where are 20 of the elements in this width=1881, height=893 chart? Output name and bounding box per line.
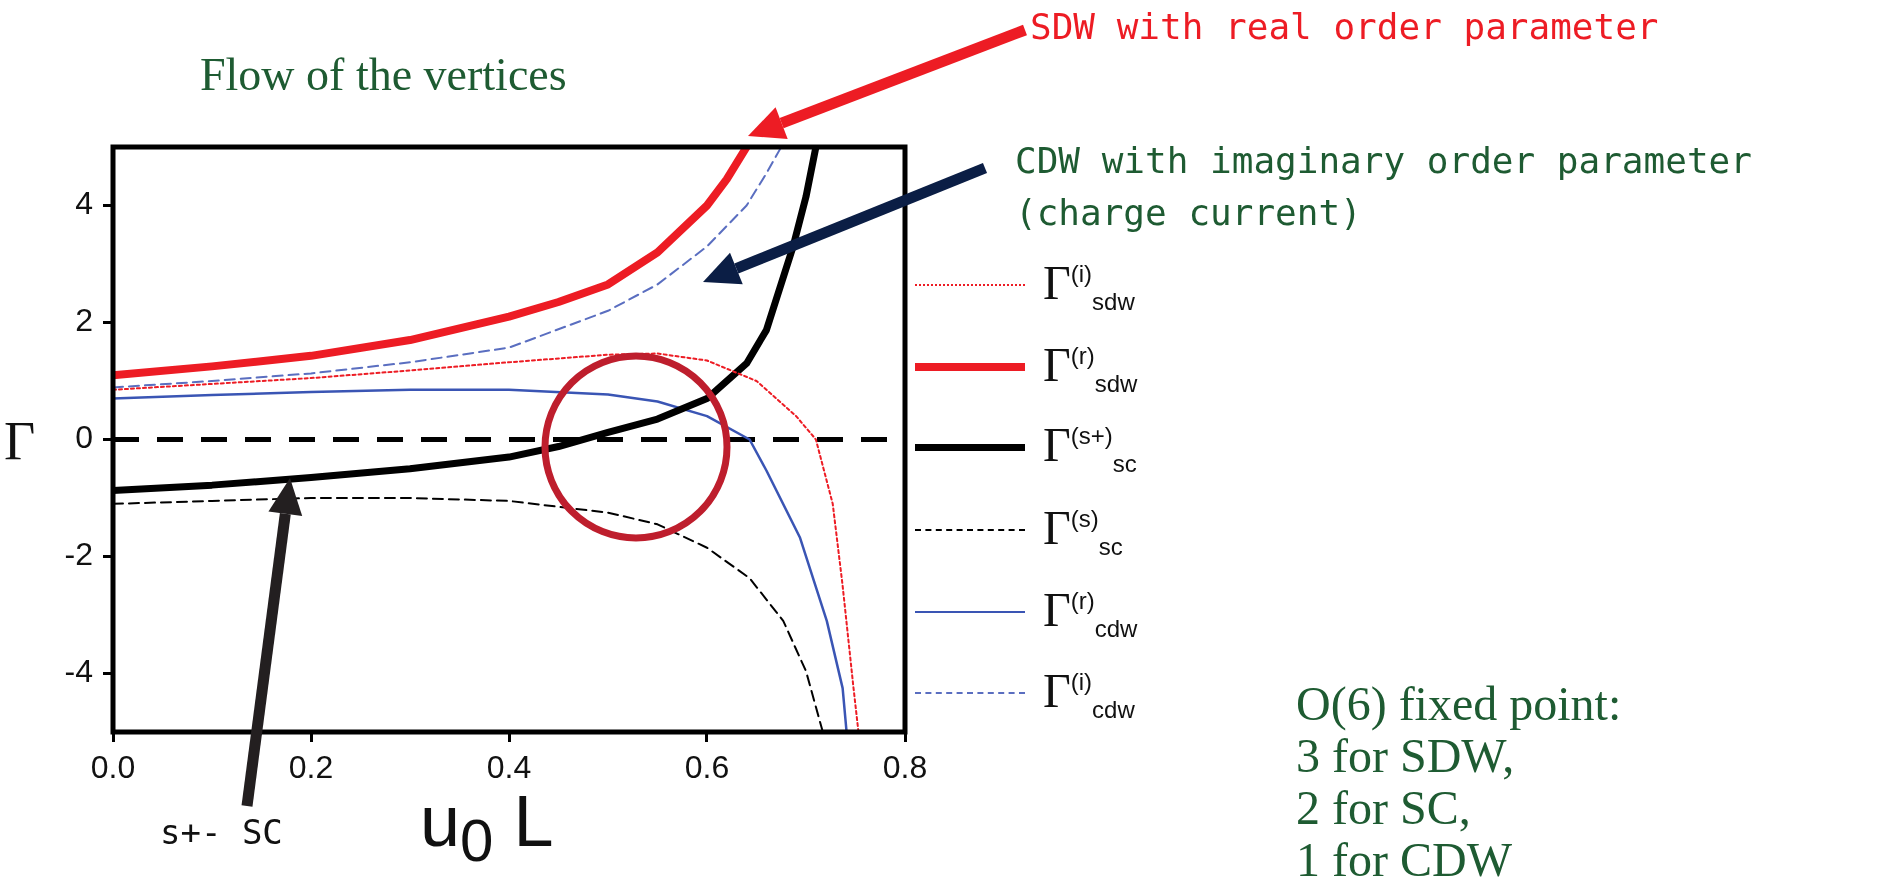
- y-axis-title: Γ: [4, 410, 36, 472]
- x-tick-label: 0.2: [288, 749, 334, 786]
- x-tick-label: 0.6: [684, 749, 730, 786]
- text: (charge current): [1015, 192, 1362, 233]
- text: 2 for SC,: [1296, 780, 1471, 835]
- x-tick-label: 0.0: [90, 749, 136, 786]
- text: O(6) fixed point:: [1296, 676, 1622, 731]
- y-tick-label: -4: [64, 653, 93, 690]
- y-tick-label: 4: [75, 185, 93, 222]
- y-tick-label: 0: [75, 419, 93, 456]
- text: CDW with imaginary order parameter: [1015, 140, 1752, 181]
- text: SDW with real order parameter: [1030, 6, 1659, 47]
- chart-title: Flow of the vertices: [200, 48, 567, 101]
- text: 1 for CDW: [1296, 832, 1512, 887]
- line-series: [113, 497, 824, 732]
- x-tick-label: 0.8: [882, 749, 928, 786]
- y-tick-label: -2: [64, 536, 93, 573]
- text: 3 for SDW,: [1296, 729, 1515, 783]
- y-tick-label: 2: [75, 302, 93, 339]
- text: s+- SC: [160, 812, 283, 852]
